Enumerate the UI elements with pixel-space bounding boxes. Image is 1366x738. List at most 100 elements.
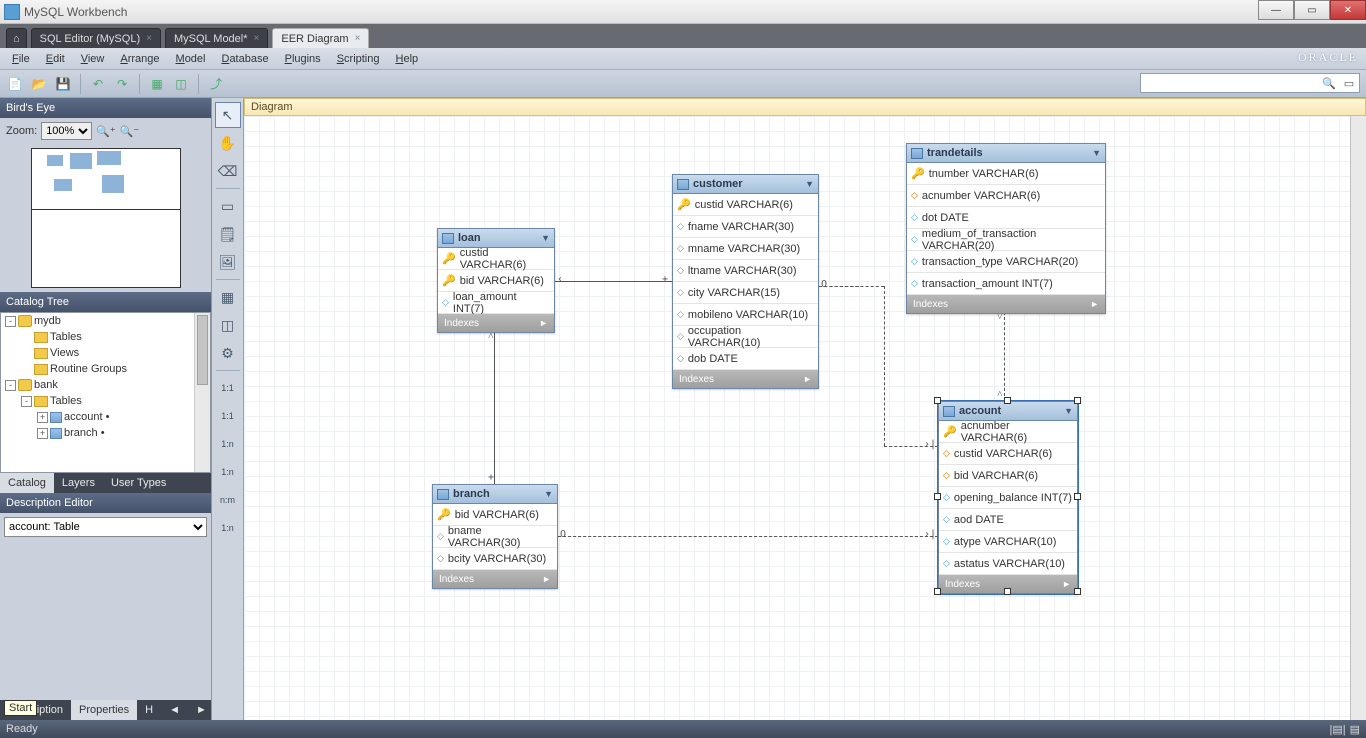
indexes-footer[interactable]: Indexes► xyxy=(907,295,1105,313)
rel-n-m[interactable]: n:m xyxy=(215,487,241,513)
menu-model[interactable]: Model xyxy=(170,51,212,67)
tab-eer-diagram[interactable]: EER Diagram× xyxy=(272,28,369,48)
column[interactable]: ◇occupation VARCHAR(10) xyxy=(673,326,818,348)
entity-trandetails[interactable]: trandetails▼🔑tnumber VARCHAR(6)◇acnumber… xyxy=(906,143,1106,314)
entity-customer[interactable]: customer▼🔑custid VARCHAR(6)◇fname VARCHA… xyxy=(672,174,819,389)
align-button[interactable]: ◫ xyxy=(170,73,192,95)
diagram-canvas[interactable]: ‹+O›|˄+O›|˅˄ loan▼🔑custid VARCHAR(6)🔑bid… xyxy=(244,116,1350,720)
column[interactable]: 🔑tnumber VARCHAR(6) xyxy=(907,163,1105,185)
column[interactable]: 🔑bid VARCHAR(6) xyxy=(438,270,554,292)
rel-1-n-nonid[interactable]: 1:n xyxy=(215,431,241,457)
column[interactable]: ◇mname VARCHAR(30) xyxy=(673,238,818,260)
menu-edit[interactable]: Edit xyxy=(40,51,71,67)
open-file-button[interactable]: 📂 xyxy=(28,73,50,95)
redo-button[interactable]: ↷ xyxy=(111,73,133,95)
tree-item[interactable]: Routine Groups xyxy=(1,361,210,377)
column[interactable]: ◇transaction_type VARCHAR(20) xyxy=(907,251,1105,273)
table-tool[interactable]: ▦ xyxy=(215,284,241,310)
eraser-tool[interactable]: ⌫ xyxy=(215,158,241,184)
menu-arrange[interactable]: Arrange xyxy=(114,51,165,67)
tree-item[interactable]: -Tables xyxy=(1,393,210,409)
catalog-tab-layers[interactable]: Layers xyxy=(54,473,103,493)
layer-tool[interactable]: ▭ xyxy=(215,193,241,219)
close-icon[interactable]: × xyxy=(146,33,152,44)
entity-branch[interactable]: branch▼🔑bid VARCHAR(6)◇bname VARCHAR(30)… xyxy=(432,484,558,589)
tree-item[interactable]: -mydb xyxy=(1,313,210,329)
birds-eye-preview[interactable] xyxy=(31,148,181,288)
vertical-scrollbar[interactable] xyxy=(1350,116,1366,720)
column[interactable]: ◇dob DATE xyxy=(673,348,818,370)
rel-1-1-id[interactable]: 1:1 xyxy=(215,403,241,429)
column[interactable]: ◇medium_of_transaction VARCHAR(20) xyxy=(907,229,1105,251)
rel-1-n-id[interactable]: 1:n xyxy=(215,459,241,485)
hand-tool[interactable]: ✋ xyxy=(215,130,241,156)
tab-sql-editor[interactable]: SQL Editor (MySQL)× xyxy=(31,28,161,48)
note-tool[interactable]: 🗒 xyxy=(215,221,241,247)
column[interactable]: ◇aod DATE xyxy=(939,509,1077,531)
tab-mysql-model[interactable]: MySQL Model*× xyxy=(165,28,268,48)
menu-database[interactable]: Database xyxy=(215,51,274,67)
image-tool[interactable]: 🖼 xyxy=(215,249,241,275)
column[interactable]: ◇loan_amount INT(7) xyxy=(438,292,554,314)
close-button[interactable]: ✕ xyxy=(1330,0,1366,20)
column[interactable]: 🔑bid VARCHAR(6) xyxy=(433,504,557,526)
tree-item[interactable]: Tables xyxy=(1,329,210,345)
grid-toggle-button[interactable]: ▦ xyxy=(146,73,168,95)
menu-plugins[interactable]: Plugins xyxy=(279,51,327,67)
routine-tool[interactable]: ⚙ xyxy=(215,340,241,366)
column[interactable]: 🔑custid VARCHAR(6) xyxy=(673,194,818,216)
tab-home[interactable]: ⌂ xyxy=(6,28,27,48)
column[interactable]: ◇astatus VARCHAR(10) xyxy=(939,553,1077,575)
catalog-tree[interactable]: -mydbTablesViewsRoutine Groups-bank-Tabl… xyxy=(0,312,211,473)
description-select[interactable]: account: Table xyxy=(4,517,207,537)
close-icon[interactable]: × xyxy=(355,33,361,44)
entity-account[interactable]: account▼🔑acnumber VARCHAR(6)◇custid VARC… xyxy=(938,401,1078,594)
menu-view[interactable]: View xyxy=(75,51,111,67)
menu-scripting[interactable]: Scripting xyxy=(331,51,386,67)
column[interactable]: 🔑acnumber VARCHAR(6) xyxy=(939,421,1077,443)
new-file-button[interactable]: 📄 xyxy=(4,73,26,95)
zoom-in-icon[interactable]: 🔍⁺ xyxy=(96,125,116,138)
indexes-footer[interactable]: Indexes► xyxy=(673,370,818,388)
status-panel-icon[interactable]: |▤| xyxy=(1329,723,1345,736)
minimize-button[interactable]: — xyxy=(1258,0,1294,20)
view-tool[interactable]: ◫ xyxy=(215,312,241,338)
tree-item[interactable]: +account • xyxy=(1,409,210,425)
indexes-footer[interactable]: Indexes► xyxy=(438,314,554,332)
column[interactable]: ◇acnumber VARCHAR(6) xyxy=(907,185,1105,207)
tree-item[interactable]: +branch • xyxy=(1,425,210,441)
nav-left-icon[interactable]: ◄ xyxy=(161,700,188,720)
close-icon[interactable]: × xyxy=(254,33,260,44)
search-input[interactable] xyxy=(1141,77,1319,89)
column[interactable]: ◇dot DATE xyxy=(907,207,1105,229)
save-button[interactable]: 💾 xyxy=(52,73,74,95)
column[interactable]: ◇fname VARCHAR(30) xyxy=(673,216,818,238)
column[interactable]: ◇city VARCHAR(15) xyxy=(673,282,818,304)
maximize-button[interactable]: ▭ xyxy=(1294,0,1330,20)
column[interactable]: ◇opening_balance INT(7) xyxy=(939,487,1077,509)
tree-item[interactable]: -bank xyxy=(1,377,210,393)
bottom-tab-history[interactable]: H xyxy=(137,700,161,720)
column[interactable]: ◇transaction_amount INT(7) xyxy=(907,273,1105,295)
column[interactable]: ◇bid VARCHAR(6) xyxy=(939,465,1077,487)
search-icon[interactable]: 🔍 xyxy=(1319,74,1339,92)
tree-item[interactable]: Views xyxy=(1,345,210,361)
column[interactable]: ◇bname VARCHAR(30) xyxy=(433,526,557,548)
pointer-tool[interactable]: ↖ xyxy=(215,102,241,128)
catalog-tab-usertypes[interactable]: User Types xyxy=(103,473,174,493)
menu-help[interactable]: Help xyxy=(390,51,425,67)
menu-file[interactable]: File xyxy=(6,51,36,67)
zoom-select[interactable]: 100% xyxy=(41,122,92,140)
column[interactable]: 🔑custid VARCHAR(6) xyxy=(438,248,554,270)
zoom-out-icon[interactable]: 🔍⁻ xyxy=(120,125,140,138)
indexes-footer[interactable]: Indexes► xyxy=(433,570,557,588)
bottom-tab-properties[interactable]: Properties xyxy=(71,700,137,720)
search-clear-icon[interactable]: ▭ xyxy=(1339,74,1359,92)
column[interactable]: ◇mobileno VARCHAR(10) xyxy=(673,304,818,326)
column[interactable]: ◇ltname VARCHAR(30) xyxy=(673,260,818,282)
status-panel-icon[interactable]: ▤ xyxy=(1350,723,1360,736)
catalog-tab-catalog[interactable]: Catalog xyxy=(0,473,54,493)
column[interactable]: ◇custid VARCHAR(6) xyxy=(939,443,1077,465)
entity-loan[interactable]: loan▼🔑custid VARCHAR(6)🔑bid VARCHAR(6)◇l… xyxy=(437,228,555,333)
column[interactable]: ◇atype VARCHAR(10) xyxy=(939,531,1077,553)
